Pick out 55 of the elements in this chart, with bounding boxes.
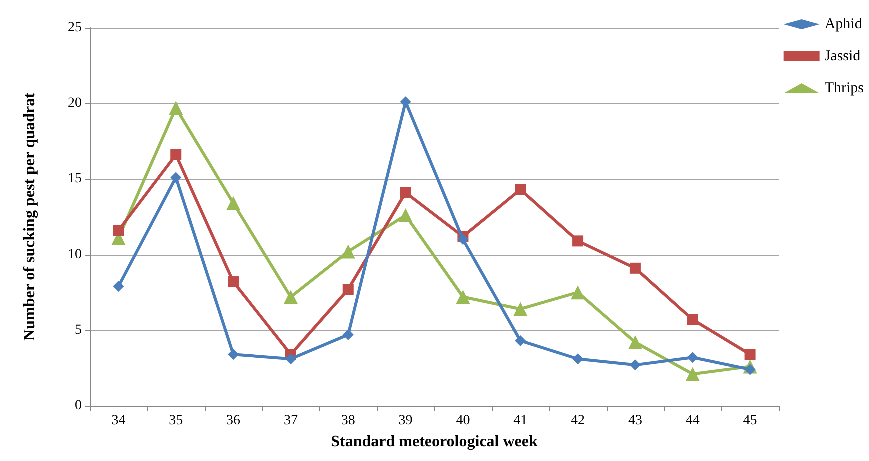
- x-tick-label: 44: [686, 414, 700, 428]
- point: [342, 329, 354, 340]
- point: [515, 335, 526, 346]
- y-tick-label: 15: [68, 172, 82, 187]
- point: [169, 101, 184, 116]
- point: [630, 262, 641, 274]
- point: [456, 290, 470, 304]
- point: [342, 284, 354, 296]
- point: [228, 276, 240, 288]
- x-tick-label: 43: [628, 414, 642, 428]
- point: [285, 354, 296, 365]
- x-tick-label: 42: [571, 414, 586, 428]
- x-tick-label: 41: [514, 414, 528, 428]
- x-tick-label: 39: [398, 414, 413, 428]
- point: [628, 335, 642, 350]
- point: [686, 367, 700, 382]
- point: [515, 184, 526, 196]
- x-tick-label: 36: [226, 414, 241, 428]
- point: [514, 302, 528, 316]
- x-axis-title: Standard meteorological week: [331, 434, 538, 450]
- point: [571, 286, 586, 300]
- point: [284, 290, 298, 304]
- point: [572, 354, 584, 365]
- point: [228, 349, 240, 360]
- point: [458, 234, 469, 246]
- y-tick-label: 20: [68, 96, 82, 112]
- point: [744, 349, 756, 360]
- x-tick-label: 37: [284, 414, 298, 428]
- point: [113, 281, 124, 292]
- x-tick-label: 38: [341, 414, 356, 428]
- point: [630, 360, 641, 371]
- point: [400, 187, 412, 198]
- x-tick-label: 40: [456, 414, 470, 428]
- point: [341, 244, 356, 259]
- legend-label: Thrips: [824, 80, 864, 96]
- point: [687, 314, 698, 326]
- point: [398, 208, 413, 222]
- legend-label: Jassid: [824, 48, 862, 64]
- point: [170, 150, 182, 161]
- point: [400, 96, 412, 108]
- legend-label: Aphid: [824, 16, 863, 32]
- x-tick-label: 35: [169, 414, 184, 428]
- y-tick-label: 5: [75, 322, 82, 338]
- point: [687, 352, 698, 364]
- point: [226, 196, 241, 210]
- x-tick-label: 34: [112, 414, 126, 428]
- y-axis-title: Number of sucking pest per quadrat: [22, 92, 38, 341]
- point: [744, 364, 756, 376]
- y-tick-label: 10: [68, 247, 82, 262]
- y-tick-label: 0: [75, 398, 82, 414]
- point: [170, 172, 182, 184]
- point: [572, 236, 584, 247]
- point: [113, 225, 124, 236]
- y-tick-label: 25: [68, 20, 82, 36]
- x-tick-label: 45: [743, 414, 758, 428]
